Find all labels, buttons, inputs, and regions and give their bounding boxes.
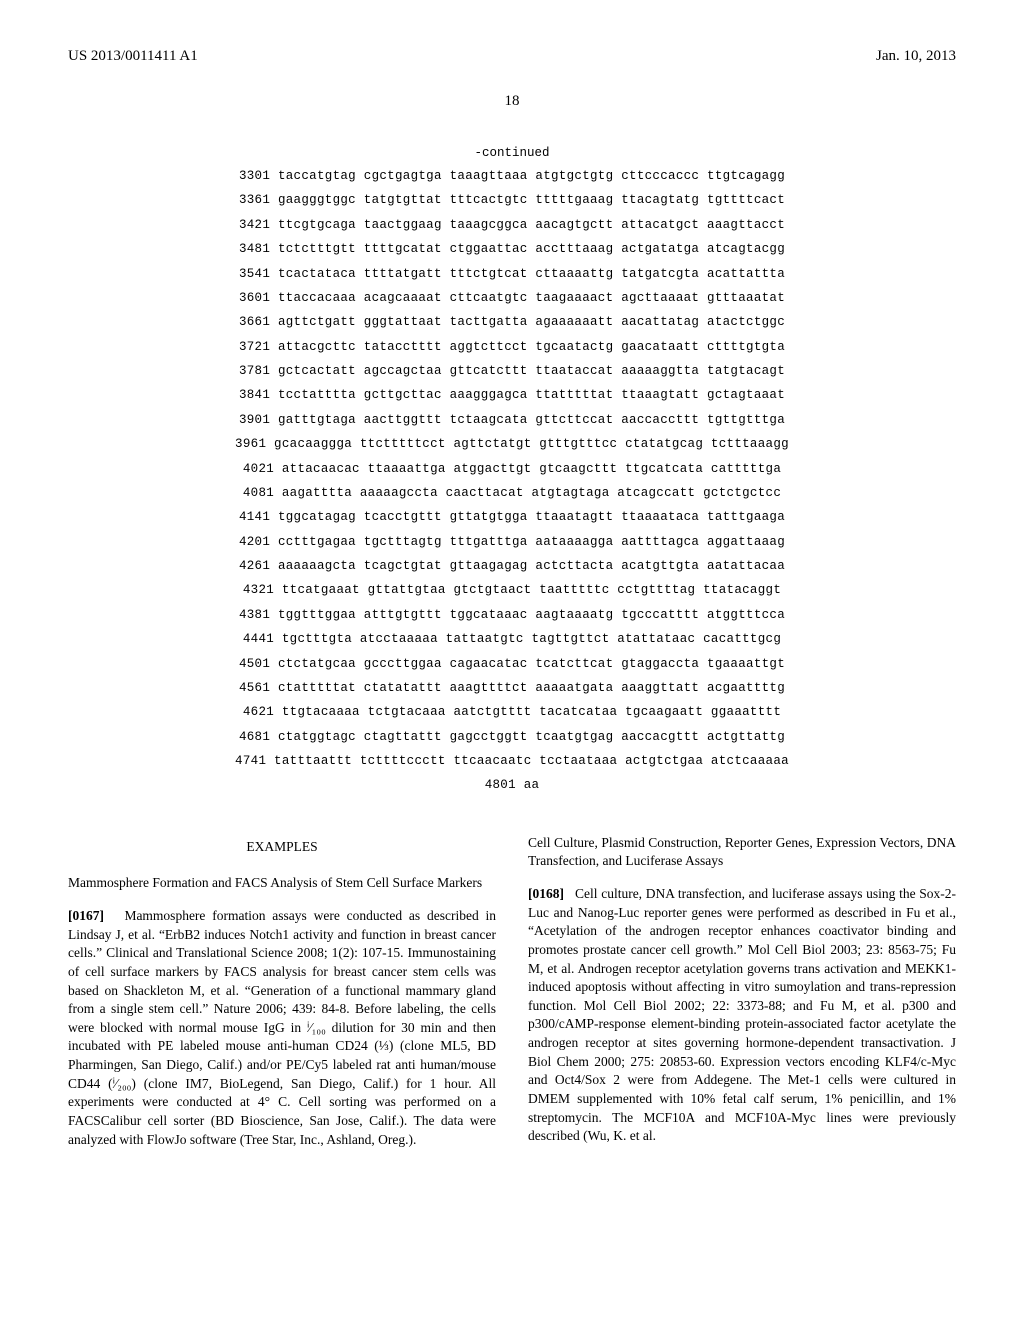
para-text-0168: Cell culture, DNA transfection, and luci…	[528, 886, 956, 1143]
right-paragraph: [0168] Cell culture, DNA transfection, a…	[528, 885, 956, 1146]
para-number-0167: [0167]	[68, 908, 104, 923]
para-number-0168: [0168]	[528, 886, 564, 901]
left-subheading: Mammosphere Formation and FACS Analysis …	[68, 874, 496, 893]
left-column: EXAMPLES Mammosphere Formation and FACS …	[68, 834, 496, 1163]
examples-heading: EXAMPLES	[68, 838, 496, 857]
left-paragraph: [0167] Mammosphere formation assays were…	[68, 907, 496, 1149]
right-column: Cell Culture, Plasmid Construction, Repo…	[528, 834, 956, 1163]
publication-date: Jan. 10, 2013	[876, 48, 956, 65]
para-text-0167: Mammosphere formation assays were conduc…	[68, 908, 496, 1147]
sequence-listing: 3301 taccatgtag cgctgagtga taaagttaaa at…	[68, 164, 956, 798]
right-subheading: Cell Culture, Plasmid Construction, Repo…	[528, 834, 956, 871]
page-number: 18	[68, 93, 956, 110]
body-columns: EXAMPLES Mammosphere Formation and FACS …	[68, 834, 956, 1163]
page-header: US 2013/0011411 A1 Jan. 10, 2013	[68, 48, 956, 65]
continued-label: -continued	[68, 146, 956, 160]
patent-number: US 2013/0011411 A1	[68, 48, 198, 65]
